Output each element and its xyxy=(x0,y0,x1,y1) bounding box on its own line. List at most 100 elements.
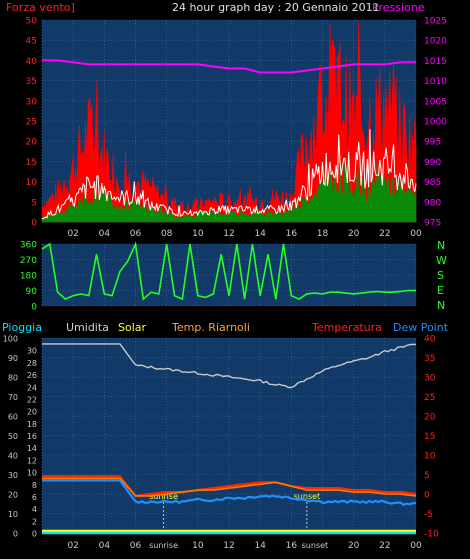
temp-axis-tick-right: 25 xyxy=(424,393,435,403)
pressure-axis-tick-right: 1010 xyxy=(424,77,447,87)
compass-letters: N W S E N xyxy=(436,239,447,312)
wind-axis-tick-left: 15 xyxy=(26,158,37,168)
temp-axis-tick-right: 0 xyxy=(424,491,430,501)
graph-title: 24 hour graph day : 20 Gennaio 2011 xyxy=(172,1,380,14)
rain-axis-tick: 30 xyxy=(27,347,37,356)
wind-axis-tick-x: 16 xyxy=(286,229,298,239)
legend-dew-point: Dew Point xyxy=(393,321,449,334)
wind-axis-tick-left: 35 xyxy=(26,77,37,87)
pressure-axis-tick-right: 1020 xyxy=(424,37,447,47)
wind-axis-tick-left: 5 xyxy=(31,198,37,208)
rain-axis-tick: 2 xyxy=(32,517,37,526)
compass-s: S xyxy=(437,269,444,282)
wind-axis-tick-x: 12 xyxy=(223,229,234,239)
wind-axis-tick-left: 20 xyxy=(26,138,38,148)
direction-series xyxy=(41,241,416,301)
wind-axis-tick-x: 10 xyxy=(192,229,204,239)
wind-axis-tick-x: 20 xyxy=(348,229,360,239)
temp-axis-tick-x: 00 xyxy=(410,541,422,551)
wind-axis-tick-x: 22 xyxy=(379,229,390,239)
rain-axis-tick: 20 xyxy=(27,408,37,417)
rain-axis-tick: 24 xyxy=(27,383,37,392)
wind-series xyxy=(41,21,417,223)
wind-gust-series xyxy=(41,21,417,223)
legend-solar: Solar xyxy=(118,321,147,334)
compass-n-top: N xyxy=(437,239,445,252)
direction-axis-tick: 0 xyxy=(31,303,37,313)
wind-label: Forza vento] xyxy=(6,1,75,14)
humidity-axis-tick: 50 xyxy=(8,432,18,441)
temp-axis-tick-x: 20 xyxy=(348,541,360,551)
direction-axis-tick: 90 xyxy=(26,287,38,297)
direction-axis-tick: 180 xyxy=(20,272,37,282)
rain-axis-tick: 8 xyxy=(32,481,37,490)
wind-axis-tick-left: 50 xyxy=(26,17,38,27)
dew-point-series xyxy=(42,479,417,507)
pressure-axis-tick-right: 1025 xyxy=(424,17,447,27)
pressure-axis-tick-right: 1000 xyxy=(424,118,447,128)
sunrise-axis-label: sunrise xyxy=(149,541,178,550)
temp-axis-tick-right: -10 xyxy=(424,530,439,540)
legend-temperatura: Temperatura xyxy=(311,321,382,334)
wind-axis-tick-left: 30 xyxy=(26,97,38,107)
legend-pioggia: Pioggia xyxy=(2,321,42,334)
wind-axis-tick-x: 08 xyxy=(161,229,173,239)
wind-axis-tick-left: 40 xyxy=(26,57,38,67)
humidity-axis-tick: 40 xyxy=(8,452,18,461)
temp-axis-tick-x: 04 xyxy=(99,541,111,551)
temp-riarnoli-series xyxy=(42,477,417,497)
humidity-axis-tick: 100 xyxy=(3,335,18,344)
pressure-series xyxy=(42,59,416,74)
pressure-axis-tick-right: 990 xyxy=(424,158,441,168)
temp-axis-tick-right: 40 xyxy=(424,335,436,345)
humidity-axis-tick: 30 xyxy=(8,471,18,480)
humidity-axis-tick: 70 xyxy=(8,393,18,402)
humidity-axis-tick: 20 xyxy=(8,491,18,500)
compass-w: W xyxy=(436,254,447,267)
wind-axis-tick-x: 04 xyxy=(99,229,111,239)
legend-temp-riarnoli: Temp. Riarnoli xyxy=(171,321,250,334)
rain-axis-tick: 16 xyxy=(27,432,37,441)
pressure-axis-tick-right: 995 xyxy=(424,138,441,148)
rain-axis-tick: 6 xyxy=(32,493,37,502)
rain-axis-tick: 18 xyxy=(27,420,37,429)
wind-axis-tick-left: 10 xyxy=(26,178,38,188)
rain-axis-tick: 26 xyxy=(27,371,37,380)
rain-axis-tick: 0 xyxy=(32,530,37,539)
sunset-axis-label: sunset xyxy=(302,541,329,550)
pressure-axis-tick-right: 985 xyxy=(424,178,441,188)
wind-axis-tick-x: 00 xyxy=(410,229,422,239)
temp-axis-tick-x: 06 xyxy=(130,541,142,551)
direction-axis-tick: 270 xyxy=(20,256,37,266)
temp-axis-tick-right: 15 xyxy=(424,432,435,442)
humidity-axis-tick: 10 xyxy=(8,510,18,519)
temperature-series xyxy=(42,475,417,498)
sunset-marker-label: sunset xyxy=(294,492,321,501)
rain-axis-tick: 14 xyxy=(27,444,37,453)
temp-axis-tick-x: 12 xyxy=(223,541,234,551)
wind-axis-tick-left: 25 xyxy=(26,118,37,128)
pressure-label: Pressione xyxy=(372,1,425,14)
temp-axis-tick-right: -5 xyxy=(424,510,433,520)
temp-axis-tick-right: 5 xyxy=(424,471,430,481)
humidity-axis-tick: 60 xyxy=(8,413,18,422)
legend-row: Pioggia Umidita Solar Temp. Riarnoli Tem… xyxy=(2,321,449,334)
temp-axis-tick-x: 10 xyxy=(192,541,204,551)
humidity-axis-tick: 0 xyxy=(13,530,18,539)
rain-axis-tick: 28 xyxy=(27,359,37,368)
compass-n-bottom: N xyxy=(437,299,445,312)
wind-axis-tick-left: 45 xyxy=(26,37,37,47)
wind-axis-tick-left: 0 xyxy=(31,219,37,229)
pressure-axis-tick-right: 980 xyxy=(424,198,441,208)
humidity-axis-tick: 90 xyxy=(8,354,18,363)
rain-axis-tick: 12 xyxy=(27,456,37,465)
wind-axis-tick-x: 02 xyxy=(67,229,78,239)
humidity-series xyxy=(42,343,417,389)
pressure-axis-tick-right: 1015 xyxy=(424,57,447,67)
pressure-axis-tick-right: 975 xyxy=(424,219,441,229)
wind-axis-tick-x: 06 xyxy=(130,229,142,239)
legend-umidita: Umidita xyxy=(66,321,109,334)
temp-axis-tick-right: 35 xyxy=(424,354,435,364)
